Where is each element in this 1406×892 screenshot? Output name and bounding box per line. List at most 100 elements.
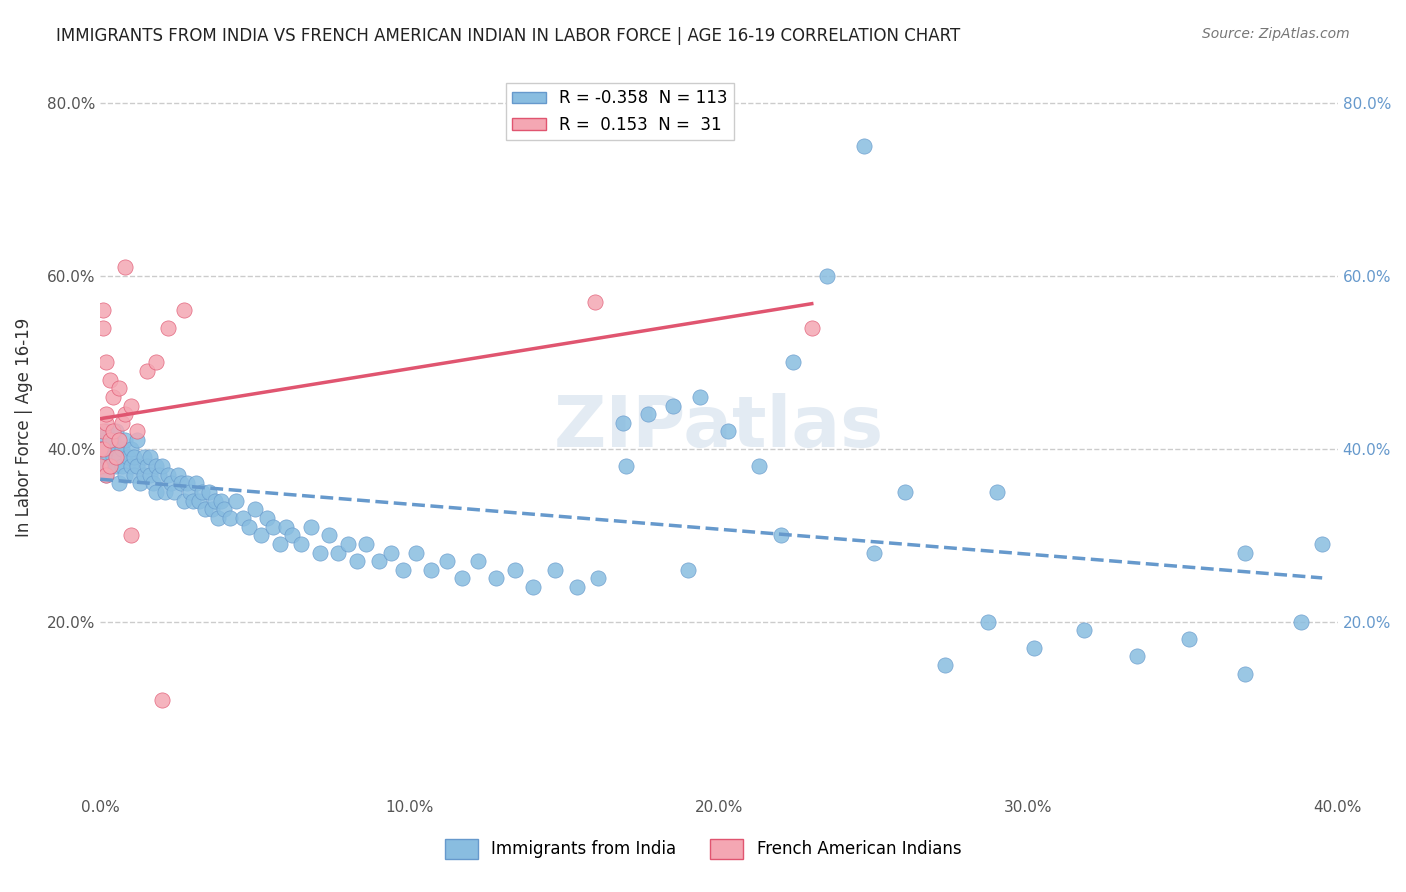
Point — [800, 320, 823, 334]
Text: ZIPatlas: ZIPatlas — [554, 392, 884, 462]
Legend: Immigrants from India, French American Indians: Immigrants from India, French American I… — [439, 832, 967, 866]
Point — [346, 554, 368, 568]
Point — [96, 355, 118, 369]
Point — [160, 476, 183, 491]
Point — [436, 554, 458, 568]
Point — [612, 416, 634, 430]
Point — [782, 355, 804, 369]
Point — [98, 433, 121, 447]
Point — [129, 476, 152, 491]
Point — [367, 554, 389, 568]
Point — [197, 485, 219, 500]
Point — [1178, 632, 1201, 646]
Point — [1289, 615, 1312, 629]
Point — [225, 493, 247, 508]
Point — [101, 433, 124, 447]
Point — [96, 416, 118, 430]
Point — [93, 458, 115, 473]
Point — [139, 450, 162, 465]
Point — [243, 502, 266, 516]
Point — [89, 442, 111, 456]
Point — [135, 364, 157, 378]
Point — [977, 615, 1000, 629]
Point — [219, 511, 242, 525]
Point — [142, 476, 165, 491]
Point — [124, 450, 146, 465]
Point — [89, 458, 111, 473]
Point — [93, 303, 115, 318]
Point — [309, 545, 332, 559]
Point — [201, 502, 224, 516]
Point — [111, 458, 134, 473]
Point — [108, 476, 131, 491]
Point — [986, 485, 1008, 500]
Point — [135, 458, 157, 473]
Point — [565, 580, 588, 594]
Point — [96, 450, 118, 465]
Point — [191, 485, 214, 500]
Point — [120, 528, 142, 542]
Y-axis label: In Labor Force | Age 16-19: In Labor Force | Age 16-19 — [15, 318, 32, 537]
Point — [114, 407, 136, 421]
Point — [108, 450, 131, 465]
Text: IMMIGRANTS FROM INDIA VS FRENCH AMERICAN INDIAN IN LABOR FORCE | AGE 16-19 CORRE: IMMIGRANTS FROM INDIA VS FRENCH AMERICAN… — [56, 27, 960, 45]
Point — [637, 407, 659, 421]
Point — [127, 425, 149, 439]
Point — [163, 485, 186, 500]
Point — [748, 458, 770, 473]
Point — [93, 425, 115, 439]
Text: Source: ZipAtlas.com: Source: ZipAtlas.com — [1202, 27, 1350, 41]
Point — [104, 425, 127, 439]
Point — [98, 373, 121, 387]
Point — [250, 528, 273, 542]
Point — [155, 485, 177, 500]
Point — [1024, 640, 1046, 655]
Point — [451, 572, 474, 586]
Point — [583, 294, 606, 309]
Point — [104, 458, 127, 473]
Point — [89, 442, 111, 456]
Point — [503, 563, 526, 577]
Point — [318, 528, 340, 542]
Point — [166, 467, 188, 482]
Point — [256, 511, 278, 525]
Point — [1233, 666, 1256, 681]
Point — [893, 485, 915, 500]
Point — [139, 467, 162, 482]
Point — [96, 467, 118, 482]
Point — [150, 458, 173, 473]
Point — [232, 511, 254, 525]
Point — [328, 545, 350, 559]
Point — [1310, 537, 1333, 551]
Point — [108, 381, 131, 395]
Point — [209, 493, 232, 508]
Point — [188, 493, 211, 508]
Point — [145, 485, 167, 500]
Point — [114, 433, 136, 447]
Point — [173, 303, 195, 318]
Point — [96, 425, 118, 439]
Point — [145, 355, 167, 369]
Point — [93, 442, 115, 456]
Point — [127, 433, 149, 447]
Point — [176, 476, 198, 491]
Point — [173, 493, 195, 508]
Point — [207, 511, 229, 525]
Point — [661, 399, 683, 413]
Point — [101, 425, 124, 439]
Point — [104, 450, 127, 465]
Point — [299, 519, 322, 533]
Point — [157, 320, 180, 334]
Point — [405, 545, 427, 559]
Point — [1233, 545, 1256, 559]
Point — [815, 268, 838, 283]
Point — [98, 458, 121, 473]
Point — [111, 442, 134, 456]
Point — [934, 657, 956, 672]
Point — [120, 458, 142, 473]
Point — [274, 519, 297, 533]
Point — [114, 260, 136, 275]
Point — [93, 320, 115, 334]
Point — [170, 476, 193, 491]
Point — [93, 433, 115, 447]
